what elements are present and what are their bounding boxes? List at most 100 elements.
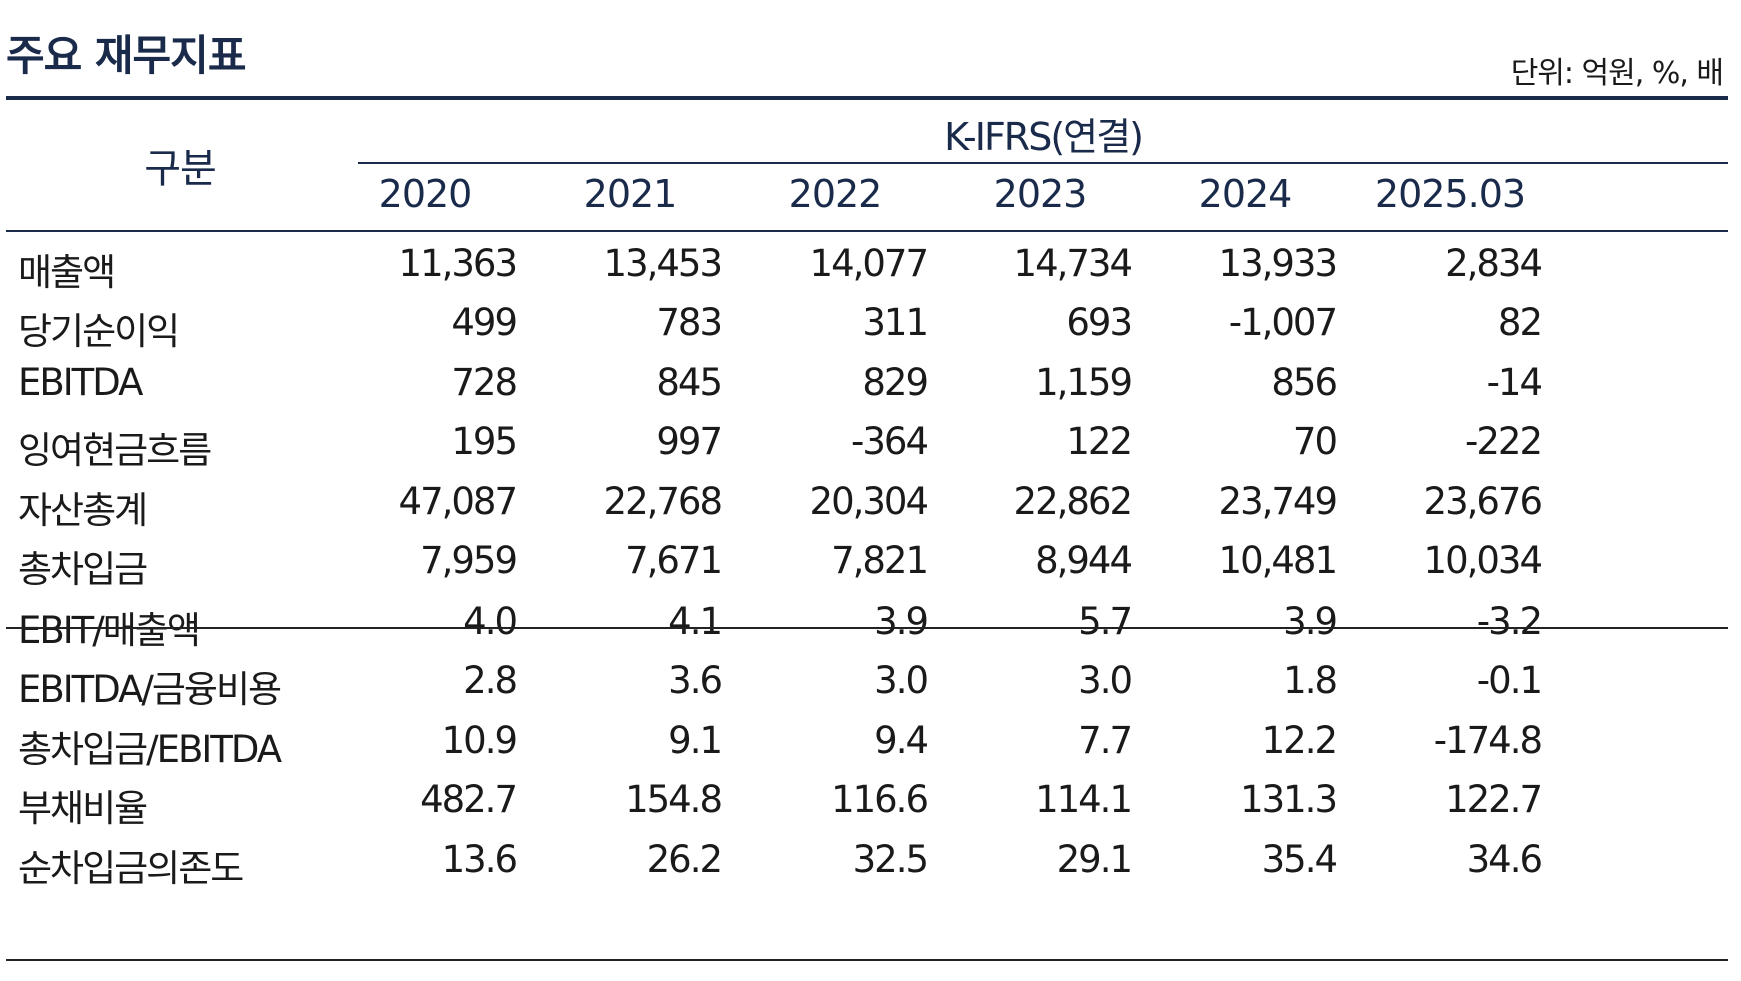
value-cell: 9.1	[668, 719, 723, 762]
value-cell: 997	[656, 420, 723, 463]
row-label: 순차입금의존도	[18, 847, 244, 890]
row-label: 당기순이익	[18, 310, 180, 353]
value-cell: -14	[1486, 361, 1543, 404]
year-header: 2023	[993, 172, 1088, 216]
table-row: 당기순이익 499 783 311 693 -1,007 82	[0, 293, 1741, 353]
value-cell: 23,749	[1218, 480, 1338, 523]
header-group: K-IFRS(연결)	[944, 115, 1144, 159]
header-rule	[6, 230, 1728, 232]
row-label: EBITDA	[18, 361, 143, 404]
value-cell: 35.4	[1261, 838, 1338, 881]
year-header: 2025.03	[1374, 172, 1526, 216]
table-row: EBIT/매출액 4.0 4.1 3.9 5.7 3.9 -3.2	[0, 592, 1741, 652]
value-cell: 22,862	[1013, 480, 1133, 523]
value-cell: -222	[1465, 420, 1543, 463]
value-cell: 131.3	[1240, 778, 1338, 821]
year-header: 2021	[583, 172, 678, 216]
value-cell: 195	[451, 420, 518, 463]
row-label: 매출액	[18, 251, 116, 294]
value-cell: 2.8	[463, 659, 518, 702]
value-cell: 7,959	[420, 539, 518, 582]
value-cell: 10.9	[441, 719, 518, 762]
value-cell: 8,944	[1035, 539, 1133, 582]
value-cell: 3.6	[668, 659, 723, 702]
value-cell: 3.0	[874, 659, 929, 702]
section-divider	[6, 627, 1728, 629]
value-cell: 829	[862, 361, 929, 404]
value-cell: 7.7	[1078, 719, 1133, 762]
value-cell: 11,363	[398, 242, 518, 285]
value-cell: 5.7	[1078, 600, 1133, 643]
value-cell: 499	[451, 301, 518, 344]
group-rule	[358, 162, 1728, 164]
value-cell: -1,007	[1228, 301, 1338, 344]
value-cell: 693	[1066, 301, 1133, 344]
value-cell: 7,821	[831, 539, 929, 582]
row-label: EBITDA/금융비용	[18, 668, 282, 711]
value-cell: 1.8	[1283, 659, 1338, 702]
value-cell: -174.8	[1433, 719, 1543, 762]
year-header: 2024	[1198, 172, 1293, 216]
value-cell: 1,159	[1035, 361, 1133, 404]
value-cell: 3.9	[874, 600, 929, 643]
value-cell: 9.4	[874, 719, 929, 762]
value-cell: 32.5	[852, 838, 929, 881]
value-cell: 14,077	[809, 242, 929, 285]
table-row: 총차입금/EBITDA 10.9 9.1 9.4 7.7 12.2 -174.8	[0, 711, 1741, 771]
value-cell: 3.0	[1078, 659, 1133, 702]
table-row: 매출액 11,363 13,453 14,077 14,734 13,933 2,834	[0, 234, 1741, 294]
value-cell: 311	[862, 301, 929, 344]
value-cell: 13,933	[1218, 242, 1338, 285]
value-cell: 856	[1271, 361, 1338, 404]
value-cell: 20,304	[809, 480, 929, 523]
year-header: 2022	[788, 172, 883, 216]
value-cell: 47,087	[398, 480, 518, 523]
page-title: 주요 재무지표	[6, 31, 246, 80]
value-cell: 122.7	[1445, 778, 1543, 821]
table-row: 총차입금 7,959 7,671 7,821 8,944 10,481 10,034	[0, 531, 1741, 591]
value-cell: 22,768	[603, 480, 723, 523]
value-cell: 26.2	[646, 838, 723, 881]
value-cell: 3.9	[1283, 600, 1338, 643]
row-label: 총차입금/EBITDA	[18, 728, 282, 771]
year-header: 2020	[378, 172, 473, 216]
value-cell: 114.1	[1035, 778, 1133, 821]
unit-note: 단위: 억원, %, 배	[1510, 56, 1724, 91]
value-cell: 14,734	[1013, 242, 1133, 285]
value-cell: 13,453	[603, 242, 723, 285]
bottom-rule	[6, 959, 1728, 961]
top-rule	[6, 96, 1728, 100]
value-cell: -3.2	[1476, 600, 1543, 643]
value-cell: 845	[656, 361, 723, 404]
table-row: EBITDA 728 845 829 1,159 856 -14	[0, 353, 1741, 413]
value-cell: 116.6	[831, 778, 929, 821]
value-cell: 10,034	[1423, 539, 1543, 582]
value-cell: 154.8	[625, 778, 723, 821]
row-label: EBIT/매출액	[18, 609, 201, 652]
value-cell: 728	[451, 361, 518, 404]
table-row: 자산총계 47,087 22,768 20,304 22,862 23,749 23,676	[0, 472, 1741, 532]
table-row: EBITDA/금융비용 2.8 3.6 3.0 3.0 1.8 -0.1	[0, 651, 1741, 711]
table-row: 부채비율 482.7 154.8 116.6 114.1 131.3 122.7	[0, 770, 1741, 830]
value-cell: -0.1	[1476, 659, 1543, 702]
header-category: 구분	[144, 146, 217, 192]
value-cell: 2,834	[1445, 242, 1543, 285]
value-cell: 70	[1292, 420, 1338, 463]
year-header-row: 2020 2021 2022 2023 2024 2025.03	[0, 172, 1741, 222]
value-cell: 122	[1066, 420, 1133, 463]
value-cell: 34.6	[1466, 838, 1543, 881]
table-row: 잉여현금흐름 195 997 -364 122 70 -222	[0, 412, 1741, 472]
table-row: 순차입금의존도 13.6 26.2 32.5 29.1 35.4 34.6	[0, 830, 1741, 890]
value-cell: 29.1	[1056, 838, 1133, 881]
value-cell: 482.7	[420, 778, 518, 821]
row-label: 잉여현금흐름	[18, 429, 212, 472]
value-cell: 4.1	[668, 600, 723, 643]
value-cell: 13.6	[441, 838, 518, 881]
value-cell: -364	[851, 420, 929, 463]
value-cell: 783	[656, 301, 723, 344]
value-cell: 7,671	[625, 539, 723, 582]
value-cell: 10,481	[1218, 539, 1338, 582]
row-label: 자산총계	[18, 489, 148, 532]
row-label: 부채비율	[18, 787, 148, 830]
value-cell: 82	[1497, 301, 1543, 344]
